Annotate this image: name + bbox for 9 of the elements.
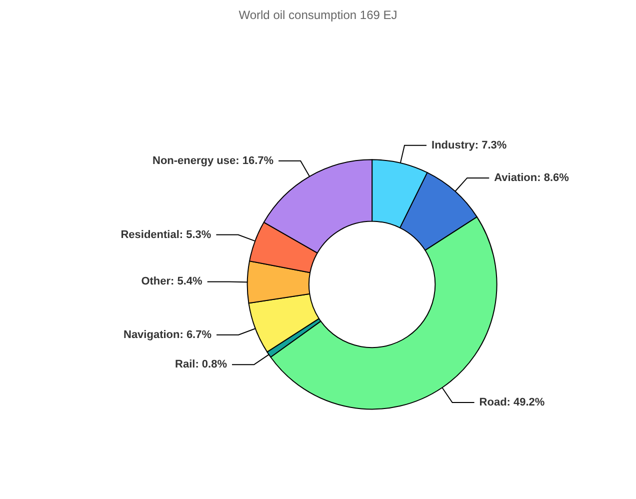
slice-label: Industry: 7.3% [432, 139, 507, 152]
slice-label: Aviation: 8.6% [494, 172, 570, 184]
slice-label: Other: 5.4% [141, 276, 203, 288]
slice-label: Rail: 0.8% [175, 358, 228, 371]
slice-label: Navigation: 6.7% [123, 328, 212, 341]
slice-label: Residential: 5.3% [120, 228, 212, 241]
chart-title: World oil consumption 169 EJ [238, 8, 398, 22]
slice-label: Road: 49.2% [479, 396, 545, 408]
slice-label: Non-energy use: 16.7% [152, 154, 274, 167]
